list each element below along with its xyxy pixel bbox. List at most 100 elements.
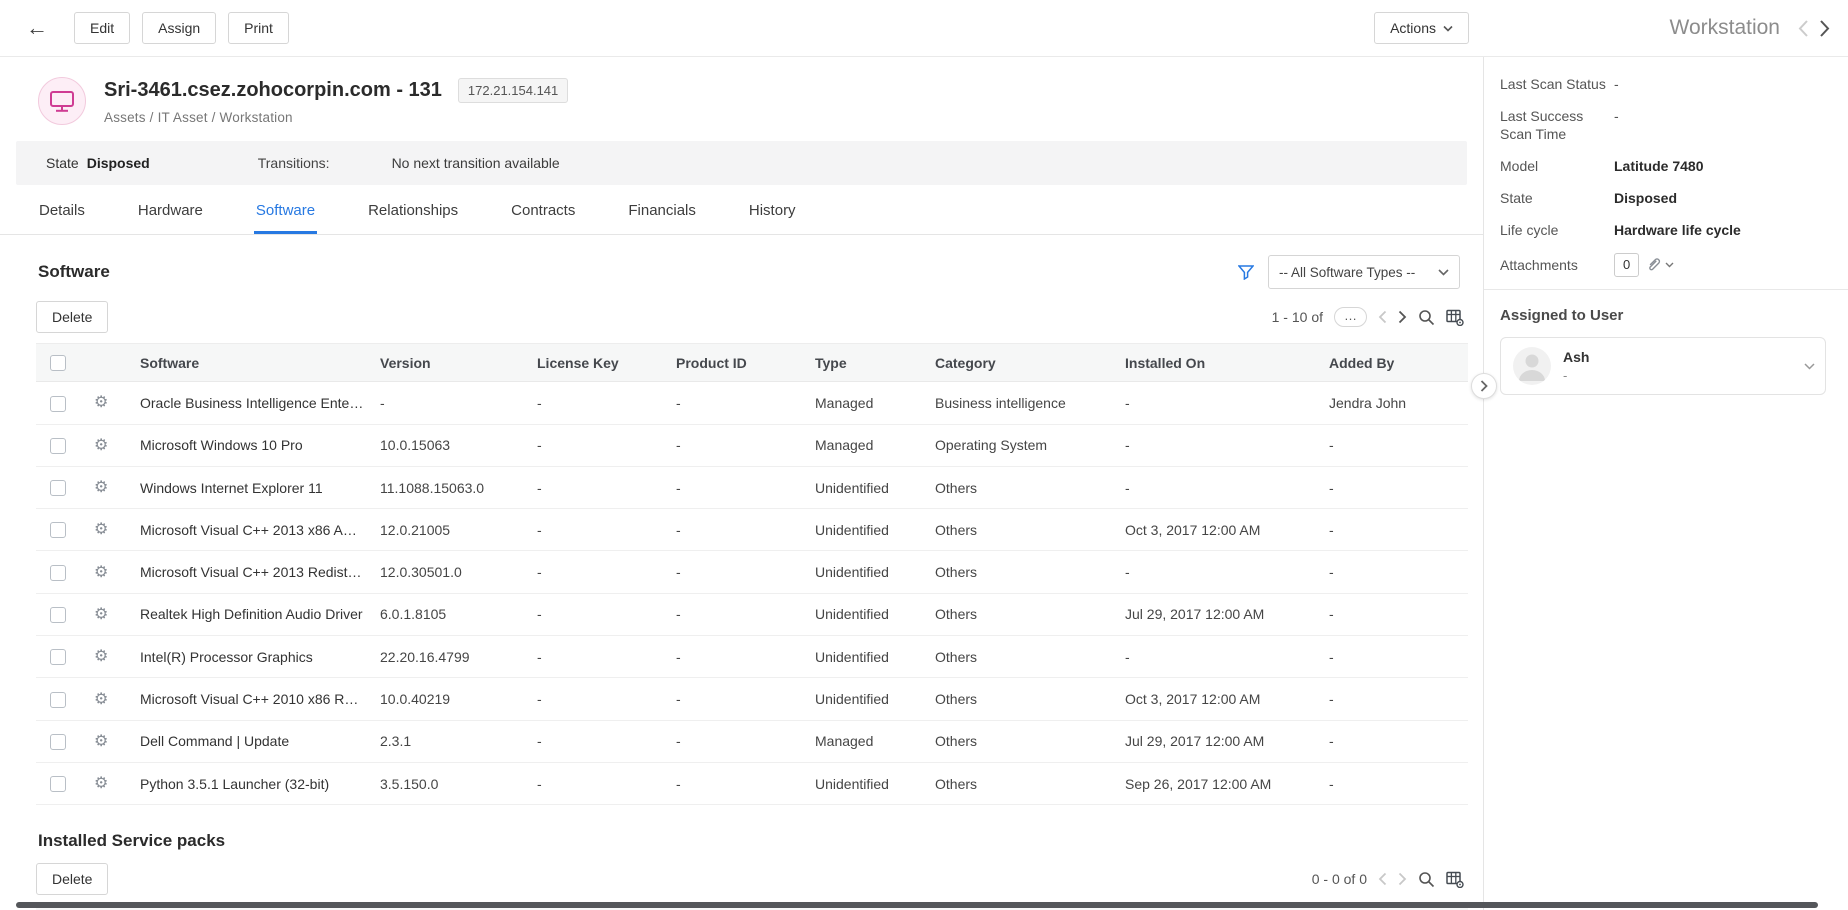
cell-name[interactable]: Realtek High Definition Audio Driver xyxy=(132,593,372,637)
next-asset-button[interactable] xyxy=(1819,19,1830,38)
cell-name[interactable]: Oracle Business Intelligence Enter... xyxy=(132,381,372,425)
back-button[interactable]: ← xyxy=(26,15,48,40)
paperclip-icon[interactable] xyxy=(1646,257,1661,273)
service-packs-prev-page-button[interactable] xyxy=(1378,872,1387,886)
row-checkbox[interactable] xyxy=(50,649,66,666)
edit-button[interactable]: Edit xyxy=(74,12,131,44)
cell-name[interactable]: Microsoft Visual C++ 2013 x86 Add... xyxy=(132,508,372,552)
cell-category: Others xyxy=(927,466,1117,510)
filter-icon[interactable] xyxy=(1238,264,1254,280)
tab-contracts[interactable]: Contracts xyxy=(511,202,576,219)
row-checkbox[interactable] xyxy=(50,437,66,454)
sidebar-field: Model Latitude 7480 xyxy=(1500,157,1828,175)
cell-product_id: - xyxy=(668,381,807,425)
breadcrumb: Assets / IT Asset / Workstation xyxy=(104,109,293,125)
column-header[interactable]: Software xyxy=(132,342,372,383)
search-icon[interactable] xyxy=(1418,309,1435,326)
cell-license_key: - xyxy=(529,550,668,594)
sidebar-field: Last Success Scan Time - xyxy=(1500,107,1828,143)
row-settings-gear-icon[interactable]: ⚙ xyxy=(94,394,109,412)
actions-button[interactable]: Actions xyxy=(1374,12,1469,44)
column-settings-icon[interactable] xyxy=(1446,871,1464,888)
row-checkbox[interactable] xyxy=(50,522,66,539)
table-row: ⚙ Microsoft Visual C++ 2010 x86 Red... 10.… xyxy=(36,677,1468,721)
service-packs-pagination-text: 0 - 0 of 0 xyxy=(1311,871,1367,888)
cell-name[interactable]: Microsoft Windows 10 Pro xyxy=(132,424,372,467)
cell-product_id: - xyxy=(668,720,807,763)
row-settings-gear-icon[interactable]: ⚙ xyxy=(94,732,109,750)
tab-financials[interactable]: Financials xyxy=(628,202,696,219)
chevron-left-icon xyxy=(1378,310,1387,324)
cell-name[interactable]: Dell Command | Update xyxy=(132,720,372,763)
table-row: ⚙ Dell Command | Update 2.3.1- - Managed Othe… xyxy=(36,720,1468,763)
cell-version: 22.20.16.4799 xyxy=(372,635,529,679)
service-packs-delete-button[interactable]: Delete xyxy=(36,863,109,896)
attachments-label: Attachments xyxy=(1500,257,1578,273)
assigned-user-card[interactable]: Ash - xyxy=(1500,337,1826,395)
cell-category: Others xyxy=(927,550,1117,594)
row-settings-gear-icon[interactable]: ⚙ xyxy=(94,605,109,623)
select-all-checkbox[interactable] xyxy=(50,355,66,372)
row-settings-gear-icon[interactable]: ⚙ xyxy=(94,690,109,708)
horizontal-scrollbar[interactable] xyxy=(16,902,1818,908)
tab-relationships[interactable]: Relationships xyxy=(368,202,459,219)
column-header[interactable]: Version xyxy=(372,342,529,383)
cell-added_by: - xyxy=(1321,466,1468,510)
row-settings-gear-icon[interactable]: ⚙ xyxy=(94,563,109,581)
column-header[interactable]: Category xyxy=(927,342,1117,383)
service-packs-next-page-button[interactable] xyxy=(1398,872,1407,886)
cell-name[interactable]: Microsoft Visual C++ 2013 Redistri... xyxy=(132,550,372,594)
cell-version: 6.0.1.8105 xyxy=(372,593,529,637)
software-type-dropdown-value: -- All Software Types -- xyxy=(1279,264,1416,280)
page-title: Sri-3461.csez.zohocorpin.com - 131 xyxy=(104,78,442,101)
row-checkbox[interactable] xyxy=(50,733,66,750)
row-settings-gear-icon[interactable]: ⚙ xyxy=(94,775,109,793)
row-checkbox[interactable] xyxy=(50,607,66,624)
column-settings-icon[interactable] xyxy=(1446,309,1464,326)
tab-hardware[interactable]: Hardware xyxy=(137,202,203,219)
tab-software[interactable]: Software xyxy=(253,188,318,234)
column-header[interactable]: Installed On xyxy=(1117,342,1321,383)
column-header[interactable]: Type xyxy=(807,342,927,383)
prev-asset-button[interactable] xyxy=(1798,19,1809,38)
row-checkbox[interactable] xyxy=(50,480,66,497)
row-settings-gear-icon[interactable]: ⚙ xyxy=(94,648,109,666)
tab-history[interactable]: History xyxy=(748,202,796,219)
table-row: ⚙ Python 3.5.1 Launcher (32-bit) 3.5.150.0… xyxy=(36,762,1468,806)
row-checkbox[interactable] xyxy=(50,395,66,412)
cell-category: Others xyxy=(927,762,1117,806)
software-count-ellipsis-button[interactable]: … xyxy=(1334,307,1367,327)
row-checkbox[interactable] xyxy=(50,564,66,581)
column-header[interactable]: License Key xyxy=(529,342,668,383)
row-settings-gear-icon[interactable]: ⚙ xyxy=(94,479,109,497)
chevron-down-icon[interactable] xyxy=(1804,363,1815,370)
search-icon[interactable] xyxy=(1418,871,1435,888)
cell-name[interactable]: Microsoft Visual C++ 2010 x86 Red... xyxy=(132,677,372,721)
row-settings-gear-icon[interactable]: ⚙ xyxy=(94,521,109,539)
software-type-dropdown[interactable]: -- All Software Types -- xyxy=(1268,255,1460,289)
tab-details[interactable]: Details xyxy=(39,202,85,219)
sidebar-collapse-button[interactable] xyxy=(1471,373,1497,399)
cell-type: Unidentified xyxy=(807,762,927,806)
row-checkbox[interactable] xyxy=(50,691,66,708)
cell-type: Managed xyxy=(807,720,927,763)
cell-version: 12.0.21005 xyxy=(372,508,529,552)
row-checkbox[interactable] xyxy=(50,776,66,793)
cell-name[interactable]: Intel(R) Processor Graphics xyxy=(132,635,372,679)
field-value: Disposed xyxy=(1614,190,1678,206)
cell-license_key: - xyxy=(529,635,668,679)
column-header[interactable]: Product ID xyxy=(668,342,807,383)
attachments-count-badge[interactable]: 0 xyxy=(1614,253,1640,277)
cell-name[interactable]: Python 3.5.1 Launcher (32-bit) xyxy=(132,762,372,806)
print-button[interactable]: Print xyxy=(228,12,289,44)
chevron-down-icon[interactable] xyxy=(1665,262,1674,268)
assign-button[interactable]: Assign xyxy=(142,12,217,44)
software-delete-button[interactable]: Delete xyxy=(36,301,109,333)
service-packs-section: Installed Service packs Delete 0 - 0 of … xyxy=(0,811,1483,910)
software-prev-page-button[interactable] xyxy=(1378,310,1387,324)
row-settings-gear-icon[interactable]: ⚙ xyxy=(94,436,109,454)
software-next-page-button[interactable] xyxy=(1398,310,1407,324)
cell-name[interactable]: Windows Internet Explorer 11 xyxy=(132,466,372,510)
column-header[interactable]: Added By xyxy=(1321,342,1468,383)
table-row: ⚙ Windows Internet Explorer 11 11.1088.150… xyxy=(36,466,1468,510)
